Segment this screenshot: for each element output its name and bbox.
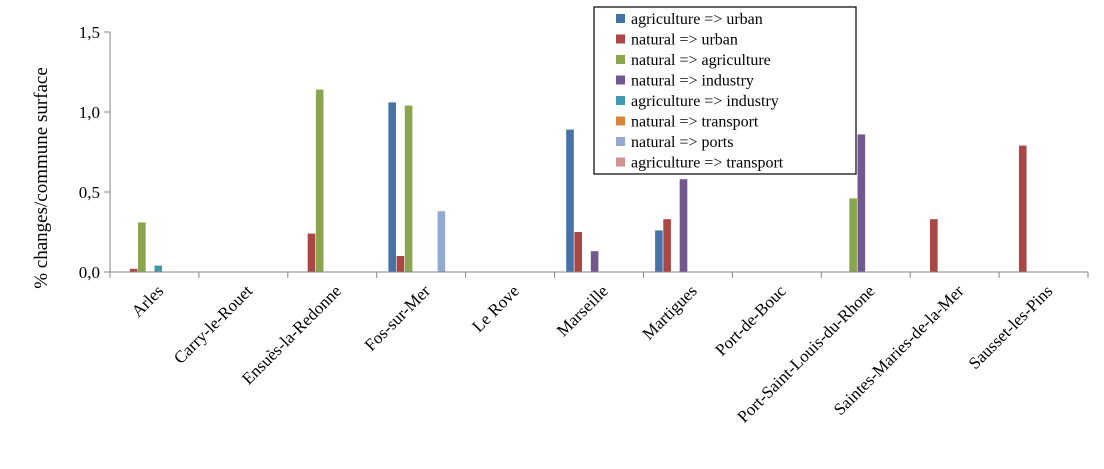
legend-label: natural => urban [631, 32, 738, 49]
bar [1018, 145, 1027, 272]
bar [388, 102, 396, 273]
y-tick-label: 0,5 [79, 183, 100, 202]
bar [566, 129, 574, 272]
x-tick-label: Arles [128, 281, 167, 320]
legend-swatch [616, 55, 625, 64]
bar [655, 230, 663, 272]
legend-label: agriculture => urban [631, 11, 763, 28]
bar [138, 222, 146, 272]
bar [315, 89, 324, 272]
bar [590, 251, 599, 272]
bar [129, 268, 138, 272]
x-tick-label: Le Rove [468, 281, 523, 336]
x-tick-label: Ensuès-la-Redonne [238, 281, 345, 388]
legend-swatch [616, 14, 625, 23]
legend-label: agriculture => transport [631, 155, 784, 172]
legend-label: natural => agriculture [631, 52, 771, 69]
y-axis-label: % changes/commune surface [31, 67, 52, 289]
legend-swatch [616, 34, 625, 44]
legend-label: agriculture => industry [631, 93, 779, 110]
y-tick-label: 0,0 [79, 263, 100, 282]
legend-label: natural => ports [631, 134, 733, 151]
bar [437, 211, 446, 272]
bar [154, 265, 163, 272]
y-tick-label: 1,5 [79, 23, 100, 42]
legend-label: natural => industry [631, 73, 754, 90]
x-tick-label: Sausset-les-Pins [965, 281, 1057, 373]
legend-swatch [616, 96, 625, 105]
bar [679, 179, 688, 272]
bars [129, 89, 1027, 273]
x-tick-label: Carry-le-Rouet [170, 281, 256, 367]
x-tick-label: Martigues [639, 281, 701, 343]
bar [404, 105, 413, 272]
legend-swatch [616, 157, 625, 167]
legend-label: natural => transport [631, 114, 759, 131]
legend-swatch [616, 116, 625, 126]
legend-box [593, 6, 857, 175]
legend: agriculture => urban natural => urban natu… [593, 6, 857, 175]
bar [663, 219, 671, 272]
legend-swatch [616, 75, 625, 85]
bar [574, 232, 582, 272]
bar [857, 134, 866, 272]
y-axis: 0,0 0,5 1,0 1,5 [79, 23, 111, 282]
bar [396, 256, 405, 272]
x-tick-label: Fos-sur-Mer [361, 281, 435, 355]
bar [307, 233, 316, 272]
x-tick-label: Marseille [553, 281, 612, 340]
bar [930, 219, 938, 272]
y-tick-label: 1,0 [79, 103, 100, 122]
legend-swatch [616, 137, 625, 146]
bar [849, 198, 857, 272]
x-tick-label: Port-de-Bouc [711, 281, 790, 360]
